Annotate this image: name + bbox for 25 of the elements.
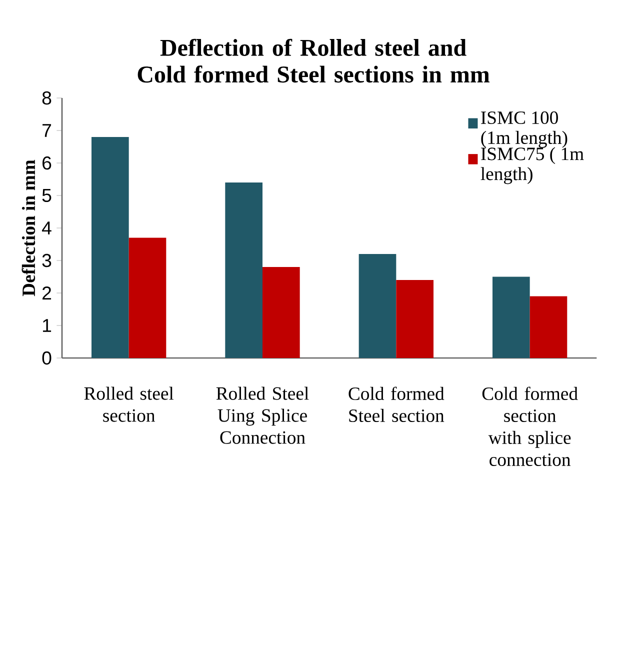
legend-label: ISMC75 ( 1m length) [480,147,584,184]
x-tick-label: Cold formed Steel section [348,386,444,422]
bar [262,267,300,358]
y-axis-title: Deflection in mm [22,160,36,296]
bar [396,280,434,358]
x-tick-label: Rolled Steel Uing Splice Connection [216,386,309,444]
y-tick-label: 0 [42,351,52,365]
y-tick-label: 4 [42,222,52,234]
legend-label: ISMC 100 (1m length) [481,111,568,148]
y-tick-label: 2 [42,286,52,300]
bar [358,254,396,358]
y-tick-label: 6 [42,156,52,170]
bar [128,238,166,358]
bar [530,296,568,358]
x-tick-label: Rolled steel section [84,386,174,422]
x-tick-label: Cold formed section with splice connection [482,386,578,466]
y-tick-label: 8 [42,91,52,105]
y-tick-label: 1 [42,319,52,332]
chart-title: Deflection of Rolled steel and Cold formed Steel sections in mm [138,38,490,83]
y-tick-label: 5 [42,188,52,202]
y-tick-label: 7 [42,124,52,137]
bar [225,182,262,358]
y-tick-label: 3 [42,254,52,268]
bar [91,137,129,358]
bar [492,276,530,358]
